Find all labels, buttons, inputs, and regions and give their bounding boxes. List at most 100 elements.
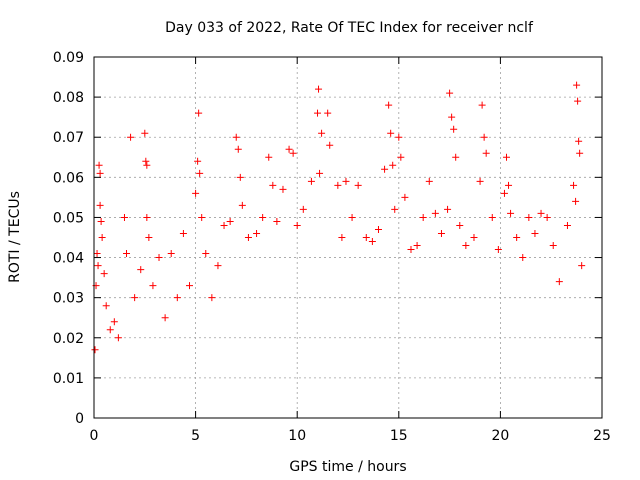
data-point [480, 133, 488, 141]
data-point [91, 346, 99, 354]
data-point [482, 149, 490, 157]
data-point [575, 137, 583, 145]
data-point [161, 314, 169, 322]
data-point [338, 234, 346, 241]
x-tick-label: 5 [191, 428, 200, 444]
data-point [478, 101, 486, 109]
data-point [381, 165, 389, 173]
grid-lines [94, 57, 602, 418]
data-point [450, 125, 458, 133]
data-point [537, 209, 545, 217]
data-point [94, 262, 102, 270]
data-point [519, 254, 527, 262]
data-point [194, 157, 202, 165]
data-point [513, 234, 521, 241]
data-point [214, 262, 222, 270]
chart-title: Day 033 of 2022, Rate Of TEC Index for r… [165, 20, 534, 36]
data-point [220, 221, 228, 229]
y-tick-label: 0.01 [53, 371, 84, 387]
data-point [97, 217, 105, 225]
data-point [476, 177, 484, 185]
y-tick-label: 0.02 [53, 331, 84, 347]
data-point [448, 113, 456, 121]
data-point [100, 270, 108, 278]
data-point [397, 153, 405, 161]
y-tick-label: 0.08 [53, 90, 84, 106]
y-axis-label: ROTI / TECUs [7, 191, 23, 283]
data-point [407, 246, 415, 254]
data-point [413, 242, 421, 250]
data-point [98, 234, 106, 241]
data-point [127, 133, 135, 141]
data-point [238, 201, 246, 209]
data-point [285, 145, 293, 153]
data-point [149, 282, 157, 290]
data-point [123, 250, 131, 258]
data-point [179, 229, 187, 237]
data-point [462, 242, 470, 250]
data-point [395, 133, 403, 141]
data-point [96, 201, 104, 209]
x-tick-label: 20 [491, 428, 509, 444]
data-point [208, 294, 216, 302]
data-point [195, 109, 203, 117]
data-point [391, 205, 399, 213]
data-point [273, 217, 281, 225]
data-point [573, 81, 581, 89]
data-point [234, 145, 242, 153]
data-point [293, 221, 301, 229]
data-point [525, 213, 533, 221]
y-tick-label: 0.06 [53, 170, 84, 186]
data-point [316, 169, 324, 177]
data-point [114, 334, 122, 342]
y-tick-label: 0 [75, 411, 84, 427]
y-tick-label: 0.03 [53, 291, 84, 307]
data-point [196, 169, 204, 177]
data-point [226, 217, 234, 225]
data-point [315, 85, 323, 93]
plot-frame [93, 56, 603, 419]
data-point [494, 246, 502, 254]
data-point [326, 141, 334, 149]
data-point [555, 278, 563, 286]
axis-ticks: 0 0.01 0.02 0.03 0.04 0.05 0.06 0.07 0.08 0.09 0 5 1… [53, 50, 611, 444]
data-point [389, 161, 397, 169]
data-point [142, 157, 150, 165]
data-point [192, 189, 200, 197]
data-point [574, 97, 582, 105]
data-point [324, 109, 332, 117]
data-point [131, 294, 139, 302]
data-point [502, 153, 510, 161]
data-point [173, 294, 181, 302]
data-point [106, 326, 114, 334]
data-point [93, 250, 101, 258]
data-point [186, 282, 194, 290]
data-point [419, 213, 427, 221]
data-point [95, 161, 103, 169]
data-point [259, 213, 267, 221]
data-point [299, 205, 307, 213]
data-point [334, 181, 342, 189]
data-point [387, 129, 395, 137]
data-point [102, 302, 110, 310]
data-point [253, 229, 261, 237]
data-point [289, 149, 297, 157]
x-tick-label: 25 [593, 428, 611, 444]
data-point [110, 318, 118, 326]
data-point [488, 213, 496, 221]
data-point [167, 250, 175, 258]
y-tick-label: 0.09 [53, 50, 84, 66]
data-point [578, 262, 586, 270]
y-tick-label: 0.04 [53, 251, 84, 267]
data-point [244, 234, 252, 241]
x-tick-label: 10 [288, 428, 306, 444]
data-point [342, 177, 350, 185]
data-point [401, 193, 409, 201]
data-point [232, 133, 240, 141]
data-point [265, 153, 273, 161]
data-point [362, 234, 370, 241]
data-point [145, 234, 153, 241]
data-point [505, 181, 513, 189]
data-point [437, 229, 445, 237]
